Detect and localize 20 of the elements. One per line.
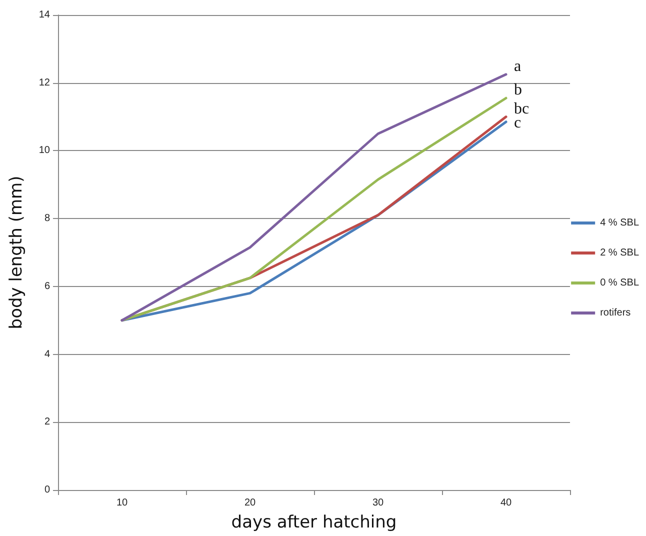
legend-label: 4 % SBL — [600, 218, 640, 228]
y-tick-label: 4 — [44, 348, 50, 360]
y-tick-label: 2 — [44, 416, 50, 428]
x-tick-label: 20 — [244, 498, 256, 508]
x-tick-label: 30 — [372, 498, 384, 508]
x-axis-title: days after hatching — [231, 512, 397, 532]
x-tick-label: 10 — [116, 498, 128, 508]
legend-label: 2 % SBL — [600, 248, 640, 258]
annotation: b — [514, 82, 522, 99]
y-axis-title: body length (mm) — [6, 176, 26, 330]
y-tick-label: 14 — [38, 10, 50, 20]
y-tick-label: 0 — [44, 484, 50, 496]
y-tick-label: 6 — [44, 280, 50, 292]
legend-label: rotifers — [600, 308, 631, 318]
y-tick-label: 8 — [44, 213, 50, 224]
y-tick-label: 12 — [38, 77, 50, 88]
annotation: a — [514, 58, 522, 75]
y-tick-label: 10 — [38, 145, 50, 156]
x-tick-label: 40 — [500, 498, 512, 508]
legend-label: 0 % SBL — [600, 278, 640, 288]
